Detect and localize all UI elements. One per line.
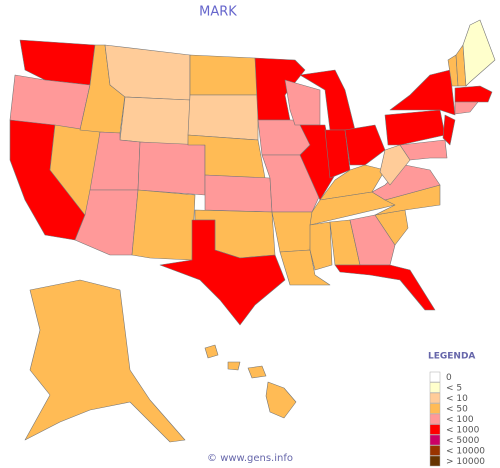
- state: [309, 221, 333, 271]
- legend-label: < 5000: [446, 436, 480, 446]
- legend-swatch: [429, 445, 441, 456]
- state: [265, 381, 297, 419]
- state: [284, 79, 321, 126]
- footer-credit: © www.gens.info: [207, 453, 293, 464]
- legend-label: < 10: [446, 394, 468, 404]
- state: [159, 219, 286, 326]
- state: [334, 264, 436, 311]
- state: [349, 214, 396, 266]
- legend: 0< 5< 10< 50< 100< 1000< 5000< 10000> 10…: [429, 371, 485, 467]
- legend-swatch: [429, 382, 441, 393]
- state: [344, 124, 386, 166]
- legend-swatch: [429, 424, 441, 435]
- state: [137, 141, 206, 196]
- legend-label: < 100: [446, 415, 474, 425]
- states: [9, 19, 496, 443]
- state: [204, 174, 273, 213]
- legend-label: < 10000: [446, 447, 485, 457]
- state: [454, 101, 479, 115]
- state: [24, 279, 186, 443]
- state: [227, 361, 241, 371]
- state: [189, 54, 259, 96]
- state: [371, 164, 441, 201]
- legend-swatch: [429, 434, 441, 446]
- state: [442, 114, 456, 146]
- state: [271, 211, 313, 253]
- legend-label: 0: [446, 373, 452, 383]
- state: [384, 109, 446, 146]
- legend-title: LEGENDA: [428, 352, 475, 362]
- legend-label: > 10000: [446, 457, 485, 467]
- state: [131, 189, 196, 261]
- legend-label: < 5: [446, 384, 462, 394]
- legend-swatch: [429, 371, 441, 383]
- state: [462, 19, 496, 87]
- legend-label: < 1000: [446, 426, 480, 436]
- state: [247, 365, 267, 379]
- state: [454, 85, 493, 103]
- state: [204, 344, 219, 359]
- map-title: MARK: [199, 5, 237, 20]
- legend-label: < 50: [446, 405, 468, 415]
- state: [389, 69, 456, 116]
- state: [379, 144, 411, 186]
- state: [119, 96, 191, 146]
- legend-swatch: [429, 392, 441, 404]
- legend-swatch: [429, 403, 441, 414]
- state: [279, 249, 331, 286]
- legend-swatch: [429, 455, 441, 467]
- legend-swatch: [429, 413, 441, 425]
- state: [399, 139, 448, 161]
- state: [187, 94, 259, 141]
